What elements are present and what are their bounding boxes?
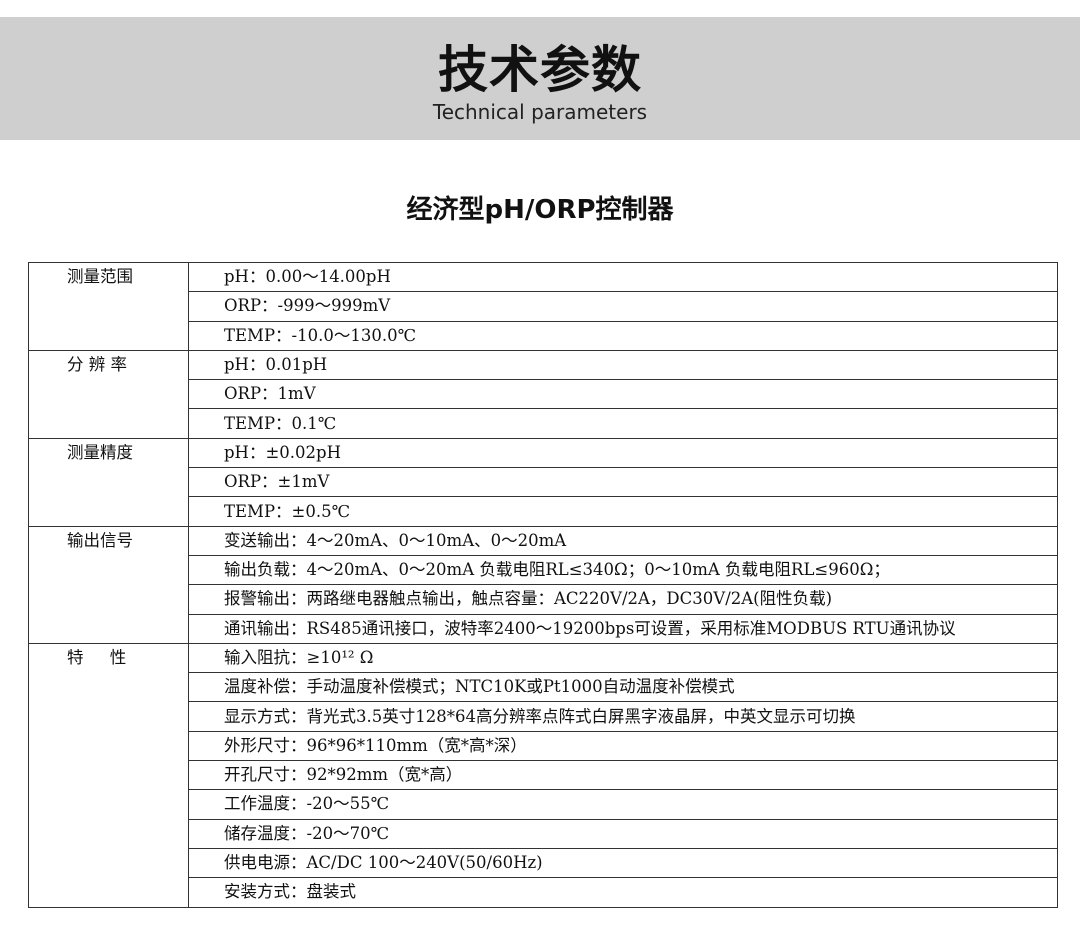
- spec-value: 工作温度：-20～55℃: [188, 789, 1058, 820]
- spec-value: 显示方式：背光式3.5英寸128*64高分辨率点阵式白屏黑字液晶屏，中英文显示可…: [188, 701, 1058, 732]
- spec-row: 输出信号 变送输出：4～20mA、0～10mA、0～20mA: [28, 525, 1058, 644]
- spec-value: TEMP：±0.5℃: [188, 496, 1058, 527]
- page-title: 技术参数: [438, 41, 642, 99]
- spec-group-label: 分 辨 率: [28, 349, 189, 439]
- spec-group-label: 测量范围: [28, 262, 189, 351]
- spec-row: TEMP：±0.5℃: [29, 496, 1058, 527]
- spec-row: 供电电源：AC/DC 100～240V(50/60Hz): [29, 847, 1058, 879]
- spec-row: 显示方式：背光式3.5英寸128*64高分辨率点阵式白屏黑字液晶屏，中英文显示可…: [29, 701, 1058, 732]
- page-subtitle: Technical parameters: [432, 100, 648, 124]
- spec-row: ORP：±1mV: [29, 467, 1058, 498]
- spec-table: 测量范围 pH：0.00～14.00pH ORP：-999～999mV TEMP：-1…: [28, 261, 1058, 908]
- spec-row: 通讯输出：RS485通讯接口，波特率2400～19200bps可设置，采用标准M…: [29, 613, 1058, 644]
- spec-row: 分 辨 率 pH：0.01pH: [28, 349, 1058, 439]
- spec-row: 开孔尺寸：92*92mm（宽*高）: [29, 760, 1058, 791]
- spec-row: 温度补偿：手动温度补偿模式；NTC10K或Pt1000自动温度补偿模式: [29, 672, 1058, 703]
- spec-row: ORP：1mV: [29, 379, 1058, 410]
- spec-group-label: 输出信号: [28, 525, 189, 644]
- spec-value: TEMP：-10.0～130.0℃: [188, 320, 1058, 351]
- spec-value: ORP：1mV: [188, 379, 1058, 410]
- spec-row: 安装方式：盘装式: [29, 877, 1058, 908]
- spec-group-label: 特 性: [28, 642, 189, 908]
- spec-value: pH：0.00～14.00pH: [188, 261, 1058, 293]
- spec-group-label: 测量精度: [28, 437, 189, 527]
- spec-value: pH：±0.02pH: [188, 437, 1058, 469]
- spec-value: TEMP：0.1℃: [188, 408, 1058, 439]
- product-title: 经济型pH/ORP控制器: [406, 195, 674, 225]
- header-band: [0, 17, 1080, 140]
- spec-value: 外形尺寸：96*96*110mm（宽*高*深）: [188, 730, 1058, 762]
- spec-row: 输出负载：4～20mA、0～20mA 负载电阻RL≤340Ω；0～10mA 负载…: [29, 554, 1058, 586]
- spec-value: 输入阻抗：≥10¹² Ω: [188, 642, 1058, 674]
- spec-row: TEMP：-10.0～130.0℃: [29, 320, 1058, 351]
- spec-row: 测量精度 pH：±0.02pH: [28, 437, 1058, 527]
- spec-row: 特 性输入阻抗：≥10¹² Ω: [28, 642, 1058, 908]
- spec-value: 开孔尺寸：92*92mm（宽*高）: [188, 760, 1058, 791]
- spec-value: 报警输出：两路继电器触点输出，触点容量：AC220V/2A，DC30V/2A(阻…: [188, 584, 1058, 615]
- spec-value: ORP：±1mV: [188, 467, 1058, 498]
- spec-row: 外形尺寸：96*96*110mm（宽*高*深）: [29, 730, 1058, 762]
- spec-row: TEMP：0.1℃: [29, 408, 1058, 439]
- spec-row: 测量范围 pH：0.00～14.00pH: [28, 261, 1058, 351]
- spec-row: ORP：-999～999mV: [29, 291, 1058, 322]
- spec-value: 变送输出：4～20mA、0～10mA、0～20mA: [188, 525, 1058, 556]
- spec-value: 输出负载：4～20mA、0～20mA 负载电阻RL≤340Ω；0～10mA 负载…: [188, 554, 1058, 586]
- spec-value: 供电电源：AC/DC 100～240V(50/60Hz): [188, 847, 1058, 879]
- spec-value: 通讯输出：RS485通讯接口，波特率2400～19200bps可设置，采用标准M…: [188, 613, 1058, 644]
- spec-value: 储存温度：-20～70℃: [188, 818, 1058, 849]
- spec-row: 储存温度：-20～70℃: [29, 818, 1058, 849]
- spec-value: 安装方式：盘装式: [188, 877, 1058, 908]
- spec-value: 温度补偿：手动温度补偿模式；NTC10K或Pt1000自动温度补偿模式: [188, 672, 1058, 703]
- spec-value: ORP：-999～999mV: [188, 291, 1058, 322]
- spec-value: pH：0.01pH: [188, 349, 1058, 381]
